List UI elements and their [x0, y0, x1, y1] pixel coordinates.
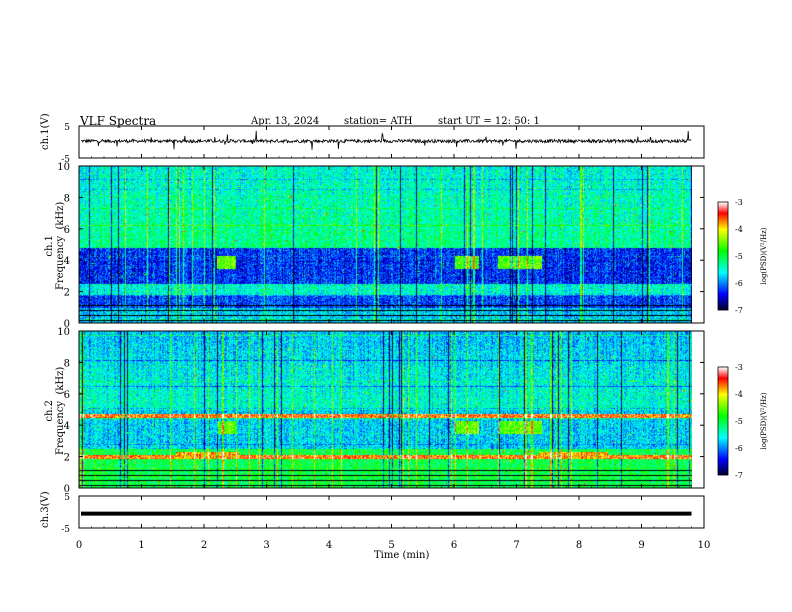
- ch1-spectrogram-ylabel: ch.1 Frequency (kHz): [44, 201, 66, 290]
- ch3-ylabel: ch.3(V): [40, 491, 51, 528]
- ch1-spectrogram: [79, 166, 692, 323]
- ch1-waveform-trace: [80, 130, 692, 150]
- ch1-ylabel: ch.1(V): [40, 113, 51, 150]
- chart-title: VLF Spectra: [80, 114, 157, 128]
- station-label: station= ATH: [344, 116, 413, 127]
- ch1-waveform-panel: [78, 125, 705, 159]
- ch2-spectrogram: [79, 331, 692, 488]
- start-time-label: start UT = 12: 50: 1: [438, 116, 540, 127]
- ch2-spectrogram-ylabel: ch.2 Frequency (kHz): [44, 366, 66, 455]
- x-axis-label: Time (min): [374, 550, 430, 561]
- date-label: Apr. 13, 2024: [251, 116, 320, 127]
- ch3-waveform-panel: [78, 495, 705, 529]
